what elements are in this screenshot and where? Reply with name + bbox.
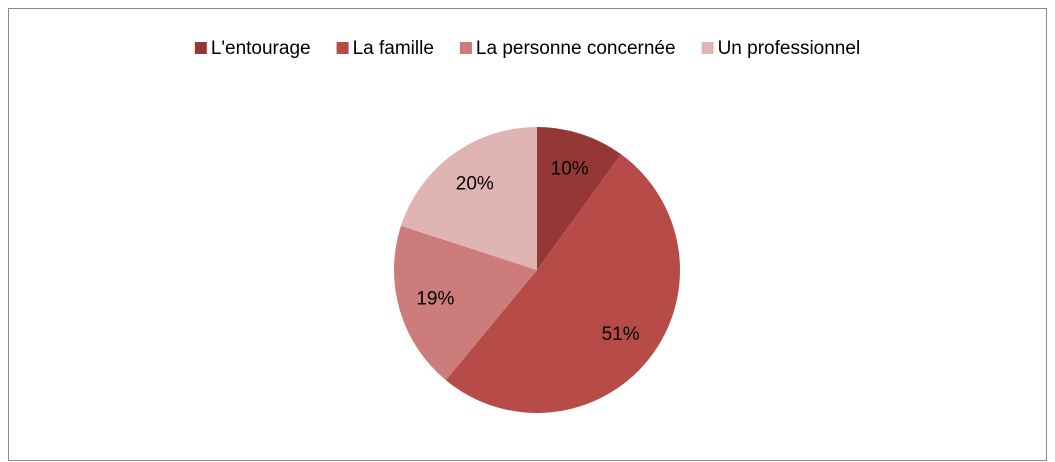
data-label: 10% <box>551 158 589 179</box>
legend-swatch <box>459 42 472 54</box>
legend-label: L'entourage <box>211 38 311 59</box>
pie-slice <box>445 154 681 414</box>
legend-label: La personne concernée <box>476 38 676 59</box>
legend-label: La famille <box>353 38 434 59</box>
legend-label: Un professionnel <box>718 38 861 59</box>
legend-swatch <box>336 42 349 54</box>
legend-swatch <box>701 42 714 54</box>
data-label: 51% <box>602 324 640 345</box>
data-label: 20% <box>456 173 494 194</box>
pie-slice <box>400 127 537 270</box>
legend-swatch <box>194 42 207 54</box>
legend: L'entourage La famille La personne concern… <box>194 38 861 59</box>
pie-slice <box>394 225 537 381</box>
pie-slice <box>537 127 622 270</box>
data-label: 19% <box>416 289 454 310</box>
